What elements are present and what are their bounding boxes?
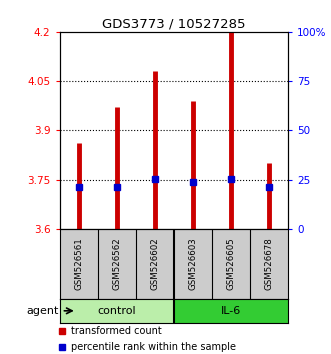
Text: GSM526562: GSM526562 [112, 238, 121, 290]
Text: control: control [97, 306, 136, 316]
Text: GSM526678: GSM526678 [264, 238, 273, 290]
Text: percentile rank within the sample: percentile rank within the sample [71, 342, 236, 352]
Bar [60, 299, 174, 323]
Bar [174, 299, 288, 323]
Title: GDS3773 / 10527285: GDS3773 / 10527285 [102, 18, 246, 31]
Text: transformed count: transformed count [71, 326, 162, 336]
Text: GSM526561: GSM526561 [74, 238, 83, 290]
Text: GSM526603: GSM526603 [188, 238, 197, 290]
Text: IL-6: IL-6 [221, 306, 241, 316]
Text: GSM526602: GSM526602 [150, 238, 159, 290]
Text: GSM526605: GSM526605 [226, 238, 235, 290]
Text: agent: agent [26, 306, 59, 316]
